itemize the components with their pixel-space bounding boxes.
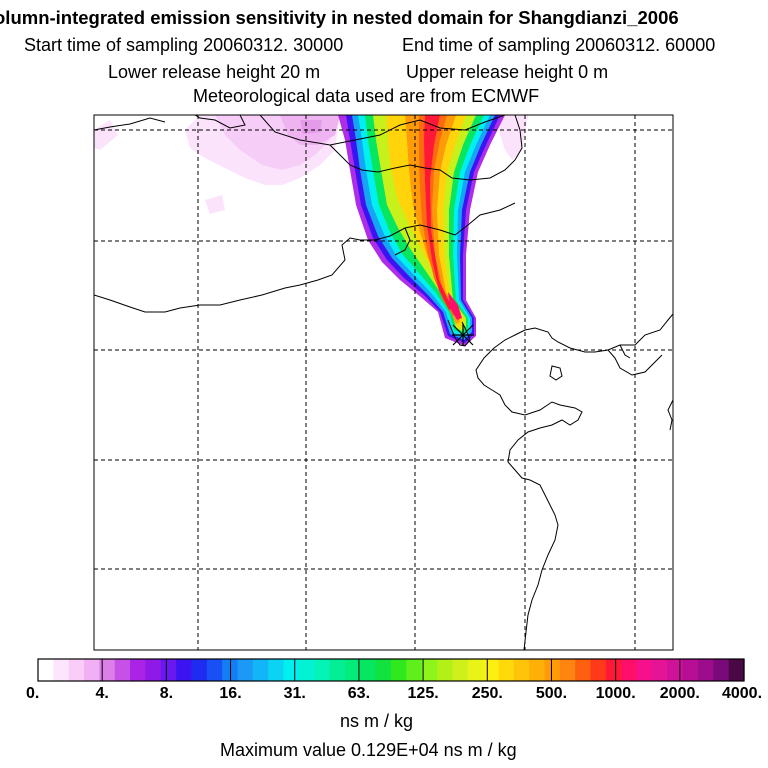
colorbar-swatch <box>314 659 331 681</box>
receptor-marker <box>452 324 474 346</box>
map-field <box>94 115 673 650</box>
colorbar-tick-label: 63. <box>348 685 370 702</box>
colorbar-swatch <box>651 659 668 681</box>
map-frame <box>93 114 674 651</box>
colorbar-tick-label: 8. <box>160 685 173 702</box>
maximum-value-label: Maximum value 0.129E+04 ns m / kg <box>220 740 517 760</box>
colorbar-swatch <box>344 659 361 681</box>
colorbar-swatch <box>682 659 699 681</box>
colorbar-swatch <box>360 659 377 681</box>
colorbar-tick-label: 125. <box>408 685 439 702</box>
colorbar-unit-label: ns m / kg <box>340 711 414 731</box>
colorbar-swatch <box>191 659 208 681</box>
colorbar-swatch <box>206 659 223 681</box>
colorbar-swatch <box>590 659 607 681</box>
colorbar-swatch <box>713 659 730 681</box>
colorbar-swatch <box>697 659 714 681</box>
colorbar-swatch <box>375 659 392 681</box>
lower-release-height-label: Lower release height 20 m <box>108 62 321 82</box>
colorbar-swatch <box>252 659 269 681</box>
colorbar-swatch <box>99 659 116 681</box>
colorbar-swatch <box>421 659 438 681</box>
colorbar-swatch <box>636 659 653 681</box>
colorbar-swatch <box>467 659 484 681</box>
end-time-label: End time of sampling 20060312. 60000 <box>402 35 716 55</box>
colorbar-swatch <box>329 659 346 681</box>
colorbar-swatch <box>559 659 576 681</box>
colorbar-swatch <box>176 659 193 681</box>
colorbar-swatch <box>498 659 515 681</box>
colorbar-swatch <box>406 659 423 681</box>
meteorological-data-label: Meteorological data used are from ECMWF <box>193 86 540 106</box>
colorbar-tick-label: 16. <box>219 685 241 702</box>
colorbar-tick-label: 4000. <box>722 685 762 702</box>
colorbar-swatch <box>68 659 85 681</box>
plume <box>338 115 505 346</box>
colorbar-frame <box>37 658 745 682</box>
colorbar-swatch <box>38 659 54 681</box>
colorbar-swatch <box>544 659 561 681</box>
colorbar-swatch <box>529 659 546 681</box>
colorbar-swatch <box>605 659 622 681</box>
colorbar-swatch <box>268 659 285 681</box>
colorbar-swatch <box>53 659 70 681</box>
colorbar-swatch <box>728 659 745 681</box>
colorbar-swatch <box>114 659 131 681</box>
chart-title: olumn-integrated emission sensitivity in… <box>0 7 679 28</box>
colorbar-swatch <box>575 659 592 681</box>
colorbar-tick-label: 4. <box>96 685 109 702</box>
colorbar-tick-label: 500. <box>536 685 567 702</box>
colorbar-swatch <box>130 659 147 681</box>
colorbar-swatch <box>391 659 407 681</box>
low-sensitivity-region <box>94 115 528 214</box>
colorbar <box>38 659 745 681</box>
colorbar-swatch <box>452 659 469 681</box>
coastlines <box>94 115 673 650</box>
colorbar-tick-label: 2000. <box>660 685 700 702</box>
colorbar-swatch <box>84 659 100 681</box>
grid-lines <box>94 115 673 650</box>
colorbar-tick-label: 250. <box>472 685 503 702</box>
colorbar-swatch <box>283 659 300 681</box>
colorbar-tick-label: 0. <box>26 685 39 702</box>
colorbar-swatch <box>298 659 315 681</box>
upper-release-height-label: Upper release height 0 m <box>406 62 609 82</box>
colorbar-swatch <box>483 659 500 681</box>
colorbar-swatch <box>160 659 177 681</box>
colorbar-swatch <box>145 659 162 681</box>
colorbar-swatch <box>667 659 684 681</box>
colorbar-swatch <box>437 659 453 681</box>
colorbar-tick-label: 1000. <box>596 685 636 702</box>
colorbar-swatch <box>237 659 254 681</box>
start-time-label: Start time of sampling 20060312. 30000 <box>24 35 344 55</box>
colorbar-ticks: 0. 4. 8. 16. 31. 63. 125. 250. 500. 1000. 2000. 400… <box>26 659 762 702</box>
colorbar-tick-label: 31. <box>284 685 306 702</box>
colorbar-swatch <box>621 659 638 681</box>
colorbar-swatch <box>513 659 530 681</box>
